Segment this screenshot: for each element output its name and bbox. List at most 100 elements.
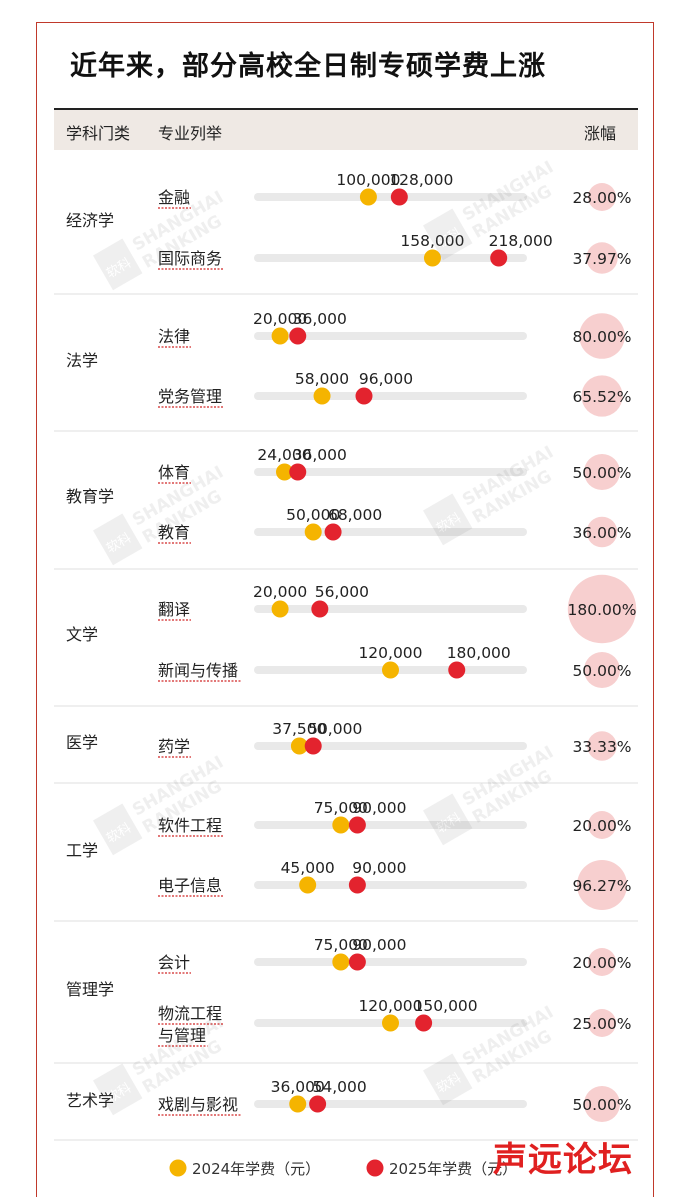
chart-title: 近年来，部分高校全日制专硕学费上涨: [70, 51, 546, 82]
value-label-2025: 218,000: [489, 232, 553, 250]
rise-bubble: [588, 183, 616, 211]
value-label-2025: 50,000: [308, 720, 362, 738]
dot-2024: [289, 1095, 307, 1113]
rise-bubble: [576, 859, 628, 911]
dot-2024: [382, 1014, 399, 1032]
value-label-2025: 56,000: [315, 583, 369, 601]
value-label-2025: 90,000: [352, 936, 406, 954]
category-label: 医学: [66, 733, 98, 752]
major-label: 新闻与传播: [158, 661, 238, 680]
value-label-2024: 75,000: [314, 799, 368, 817]
value-label-2025: 128,000: [389, 171, 453, 189]
rise-label: 96.27%: [572, 877, 631, 895]
value-label-2024: 158,000: [400, 232, 464, 250]
rise-label: 50.00%: [572, 464, 631, 482]
legend-dot-2024: [169, 1159, 187, 1177]
category-label: 艺术学: [66, 1091, 114, 1110]
dot-2025: [311, 600, 329, 618]
rise-bubble: [586, 242, 618, 274]
rise-bubble: [583, 1085, 621, 1123]
value-label-2024: 58,000: [295, 370, 349, 388]
rise-bubble: [588, 1009, 616, 1037]
dot-2024: [423, 249, 441, 267]
category-label: 文学: [66, 625, 98, 644]
table-header: 学科门类 专业列举 涨幅: [54, 110, 638, 150]
category-label: 法学: [66, 351, 98, 370]
major-label: 金融: [158, 188, 190, 207]
rise-label: 50.00%: [572, 1096, 631, 1114]
rise-label: 20.00%: [572, 954, 631, 972]
watermark-mark: [93, 1063, 143, 1116]
dot-2024: [276, 463, 293, 481]
rise-bubble: [587, 731, 617, 761]
dot-2025: [289, 463, 307, 481]
rise-bubble: [588, 948, 616, 976]
rise-label: 25.00%: [572, 1015, 631, 1033]
rise-label: 50.00%: [572, 662, 631, 680]
dot-2024: [359, 188, 377, 206]
value-label-2025: 68,000: [328, 506, 382, 524]
dot-2025: [355, 387, 373, 405]
value-label-2024: 100,000: [336, 171, 400, 189]
value-label-2024: 36,000: [271, 1078, 325, 1096]
legend-label-2024: 2024年学费（元）: [192, 1160, 320, 1178]
rise-label: 28.00%: [572, 189, 631, 207]
dot-2025: [309, 1095, 327, 1113]
dot-2025: [490, 249, 508, 267]
dot-2025: [390, 188, 408, 206]
rise-bubble: [586, 516, 618, 548]
value-label-2025: 180,000: [447, 644, 511, 662]
dot-2025: [448, 661, 466, 679]
major-label: 物流工程: [158, 1004, 222, 1023]
rise-label: 20.00%: [572, 817, 631, 835]
rise-label: 65.52%: [572, 388, 631, 406]
value-label-2024: 24,000: [257, 446, 311, 464]
watermark-mark: [423, 793, 473, 846]
rise-label: 36.00%: [572, 524, 631, 542]
dot-2025: [324, 523, 342, 541]
value-label-2025: 96,000: [359, 370, 413, 388]
rise-bubble: [579, 313, 625, 359]
major-label: 教育: [158, 523, 190, 542]
dot-2024: [271, 600, 289, 618]
dot-2024: [271, 327, 289, 345]
category-label: 管理学: [66, 980, 114, 999]
value-label-2024: 20,000: [253, 583, 307, 601]
category-label: 经济学: [66, 211, 114, 230]
value-label-2024: 120,000: [358, 997, 422, 1015]
watermark-mark: [423, 1053, 473, 1106]
value-label-2024: 45,000: [281, 859, 335, 877]
value-label-2025: 150,000: [414, 997, 478, 1015]
value-label-2024: 75,000: [314, 936, 368, 954]
value-label-2024: 37,500: [272, 720, 326, 738]
watermark-mark: [423, 493, 473, 546]
rise-bubble: [583, 453, 621, 491]
header-rise: 涨幅: [584, 124, 617, 143]
dot-2025: [304, 737, 322, 755]
dot-2024: [299, 876, 317, 894]
card-frame: [36, 22, 654, 1197]
category-label: 教育学: [66, 487, 114, 506]
dot-2025: [348, 876, 366, 894]
major-label: 与管理: [158, 1026, 206, 1045]
forum-logo: 声远论坛: [493, 1140, 633, 1180]
dot-2024: [290, 737, 308, 755]
major-label: 药学: [158, 737, 190, 756]
rise-bubble: [567, 574, 637, 644]
legend-label-2025: 2025年学费（元）: [389, 1160, 517, 1178]
value-label-2025: 54,000: [313, 1078, 367, 1096]
value-label-2025: 90,000: [352, 859, 406, 877]
major-label: 会计: [158, 953, 190, 972]
value-label-2024: 120,000: [358, 644, 422, 662]
major-label: 翻译: [158, 600, 190, 619]
value-label-2025: 90,000: [352, 799, 406, 817]
category-label: 工学: [66, 841, 98, 860]
rise-bubble: [581, 375, 623, 417]
major-label: 党务管理: [158, 387, 222, 406]
major-label: 电子信息: [158, 876, 222, 895]
legend-dot-2025: [366, 1159, 384, 1177]
dot-2025: [348, 953, 366, 971]
rise-bubble: [588, 811, 616, 839]
dot-2024: [304, 523, 322, 541]
